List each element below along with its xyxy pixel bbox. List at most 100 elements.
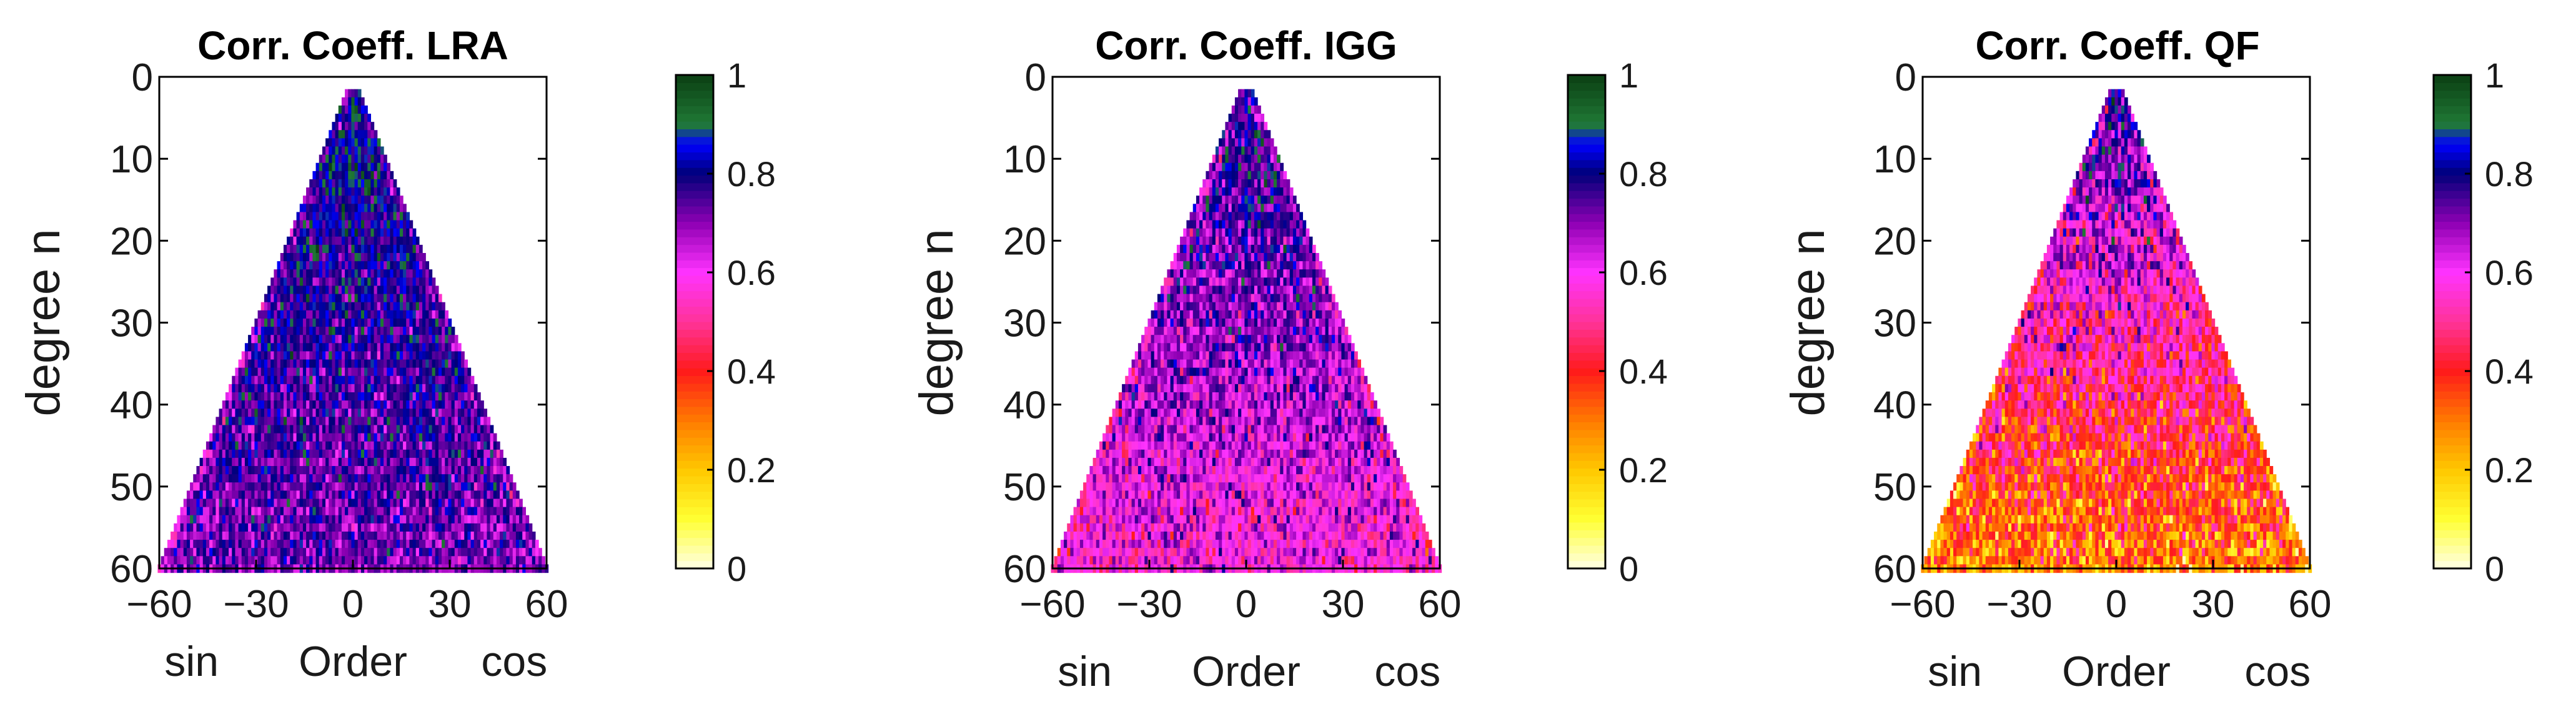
cell xyxy=(445,490,449,500)
cell xyxy=(1270,294,1274,303)
cell xyxy=(341,212,345,221)
cell xyxy=(390,261,394,270)
cell xyxy=(393,351,397,360)
cell xyxy=(370,498,375,508)
cell xyxy=(206,474,210,483)
cell xyxy=(467,556,472,565)
cell xyxy=(374,343,378,352)
cell xyxy=(354,556,359,565)
cell xyxy=(351,187,355,196)
cell xyxy=(306,294,310,303)
cell xyxy=(445,351,449,360)
cell xyxy=(429,515,433,524)
cell xyxy=(357,367,362,377)
cell xyxy=(377,540,381,548)
cell xyxy=(312,285,317,295)
cell xyxy=(500,474,503,483)
cell xyxy=(477,466,481,475)
cell xyxy=(415,433,420,442)
cell xyxy=(374,196,378,204)
cell xyxy=(464,515,468,524)
cell xyxy=(390,204,394,213)
cell xyxy=(461,507,465,516)
cell xyxy=(357,196,362,204)
cell xyxy=(438,375,442,385)
cell xyxy=(1222,187,1226,196)
cell xyxy=(1238,228,1242,237)
cell xyxy=(419,367,423,377)
cell xyxy=(1238,310,1242,319)
cell xyxy=(322,179,326,188)
cell xyxy=(315,482,320,491)
cell xyxy=(1328,335,1332,344)
cell xyxy=(374,351,378,360)
cell xyxy=(329,310,333,319)
cell xyxy=(448,449,452,459)
cell xyxy=(296,548,300,557)
cell xyxy=(390,482,394,491)
cell xyxy=(496,457,500,467)
cell xyxy=(267,474,271,483)
cell xyxy=(1328,294,1332,303)
cell xyxy=(429,335,433,344)
cell xyxy=(1309,244,1313,254)
cell xyxy=(1254,179,1258,188)
cell xyxy=(1254,327,1258,335)
cell xyxy=(367,433,372,442)
cell xyxy=(1312,269,1316,278)
cell xyxy=(364,548,368,557)
cell xyxy=(329,318,333,327)
cell xyxy=(309,351,314,360)
cell xyxy=(367,441,372,450)
cell xyxy=(315,253,320,262)
cell xyxy=(229,498,232,508)
cell xyxy=(1292,318,1297,327)
cell xyxy=(267,433,271,442)
cell xyxy=(370,392,375,401)
cell xyxy=(209,490,213,500)
cell xyxy=(335,523,339,532)
cell xyxy=(409,236,414,245)
cell xyxy=(322,244,326,254)
cell xyxy=(264,318,268,327)
cell xyxy=(367,540,372,548)
cell xyxy=(483,466,488,475)
cell xyxy=(364,507,368,516)
cell xyxy=(374,523,378,532)
cell xyxy=(1251,343,1255,352)
cell xyxy=(432,457,436,467)
colorbar-segment xyxy=(676,522,713,530)
cell xyxy=(393,433,397,442)
cell xyxy=(1228,261,1232,270)
cell xyxy=(302,531,307,540)
cell xyxy=(487,425,491,434)
cell xyxy=(419,310,423,319)
cell xyxy=(487,548,491,557)
cell xyxy=(415,417,420,426)
cell xyxy=(241,425,245,434)
cell xyxy=(283,482,287,491)
cell xyxy=(390,507,394,516)
cell xyxy=(454,392,458,401)
cell xyxy=(257,417,262,426)
cell xyxy=(457,433,462,442)
cell xyxy=(396,384,400,393)
cell xyxy=(1280,253,1284,262)
cell xyxy=(432,490,436,500)
cell xyxy=(377,196,381,204)
colorbar-segment xyxy=(676,514,713,523)
cell xyxy=(241,409,245,417)
cell xyxy=(1189,277,1194,287)
cell xyxy=(432,310,436,319)
cell xyxy=(196,515,201,524)
cell xyxy=(399,449,404,459)
cell xyxy=(257,457,262,467)
cell xyxy=(354,97,359,106)
cell xyxy=(1154,327,1158,335)
cell xyxy=(1202,196,1207,204)
cell xyxy=(332,162,336,172)
cell xyxy=(293,277,297,287)
cell xyxy=(480,409,484,417)
cell xyxy=(1247,302,1252,311)
cell xyxy=(487,466,491,475)
